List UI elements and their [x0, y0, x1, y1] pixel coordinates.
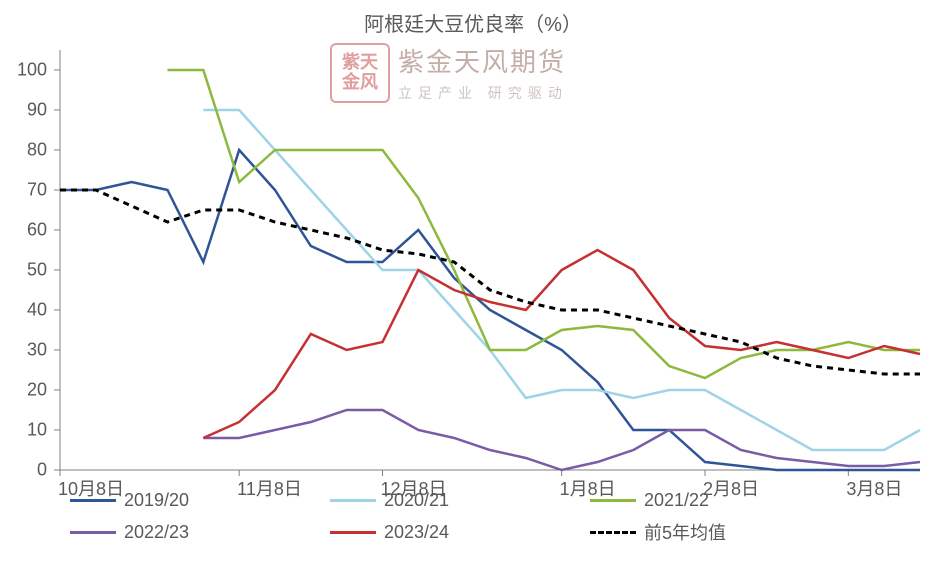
legend-label: 2021/22 [644, 490, 709, 511]
legend-label: 前5年均值 [644, 519, 726, 545]
y-tick-label: 10 [27, 420, 47, 441]
y-tick-label: 60 [27, 220, 47, 241]
legend-label: 2019/20 [124, 490, 189, 511]
legend-item: 前5年均值 [590, 519, 850, 545]
chart-svg [60, 50, 920, 470]
legend-item: 2020/21 [330, 490, 590, 511]
y-tick-label: 90 [27, 100, 47, 121]
legend-item: 2023/24 [330, 519, 590, 545]
legend-swatch [330, 531, 376, 534]
series-line [203, 110, 920, 450]
legend-swatch [70, 499, 116, 502]
y-tick-label: 100 [17, 60, 47, 81]
legend-item: 2022/23 [70, 519, 330, 545]
series-line [203, 410, 920, 470]
legend-label: 2020/21 [384, 490, 449, 511]
y-tick-label: 40 [27, 300, 47, 321]
legend-swatch [590, 499, 636, 502]
legend-swatch [330, 499, 376, 502]
y-tick-label: 20 [27, 380, 47, 401]
legend-item: 2021/22 [590, 490, 850, 511]
legend-item: 2019/20 [70, 490, 330, 511]
legend-label: 2023/24 [384, 522, 449, 543]
legend-swatch [590, 531, 636, 534]
y-tick-label: 50 [27, 260, 47, 281]
y-tick-label: 30 [27, 340, 47, 361]
y-axis: 0102030405060708090100 [0, 50, 55, 470]
legend-swatch [70, 531, 116, 534]
legend-label: 2022/23 [124, 522, 189, 543]
plot-area [60, 50, 920, 470]
chart-title: 阿根廷大豆优良率（%） [0, 8, 946, 37]
series-line [60, 150, 920, 470]
y-tick-label: 0 [37, 460, 47, 481]
legend: 2019/20 2020/21 2021/22 2022/23 2023/24 前5年均值 [70, 490, 916, 553]
chart-container: 阿根廷大豆优良率（%） 紫天 金风 紫金天风期货 立足产业 研究驱动 01020… [0, 0, 946, 566]
y-tick-label: 70 [27, 180, 47, 201]
series-line [203, 250, 920, 438]
y-tick-label: 80 [27, 140, 47, 161]
